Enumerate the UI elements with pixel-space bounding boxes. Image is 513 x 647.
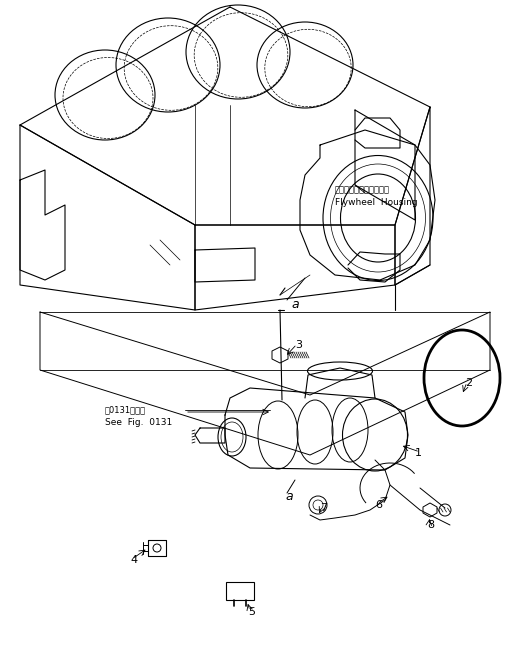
Polygon shape xyxy=(272,347,288,363)
Text: フライホイルハウジング: フライホイルハウジング xyxy=(335,185,390,194)
Text: 5: 5 xyxy=(248,607,255,617)
Circle shape xyxy=(439,504,451,516)
Text: 6: 6 xyxy=(375,500,382,510)
Polygon shape xyxy=(226,582,254,600)
Text: Flywheel  Housing: Flywheel Housing xyxy=(335,198,418,207)
Text: a: a xyxy=(285,490,292,503)
Circle shape xyxy=(309,496,327,514)
Text: 2: 2 xyxy=(465,378,472,388)
Text: 第0131図参照: 第0131図参照 xyxy=(105,405,146,414)
Text: 4: 4 xyxy=(130,555,137,565)
Text: 1: 1 xyxy=(415,448,422,458)
Text: 3: 3 xyxy=(295,340,302,350)
Text: See  Fig.  0131: See Fig. 0131 xyxy=(105,418,172,427)
Text: a: a xyxy=(291,298,299,311)
Polygon shape xyxy=(423,503,437,517)
Text: 8: 8 xyxy=(427,520,434,530)
Text: 7: 7 xyxy=(320,503,327,513)
